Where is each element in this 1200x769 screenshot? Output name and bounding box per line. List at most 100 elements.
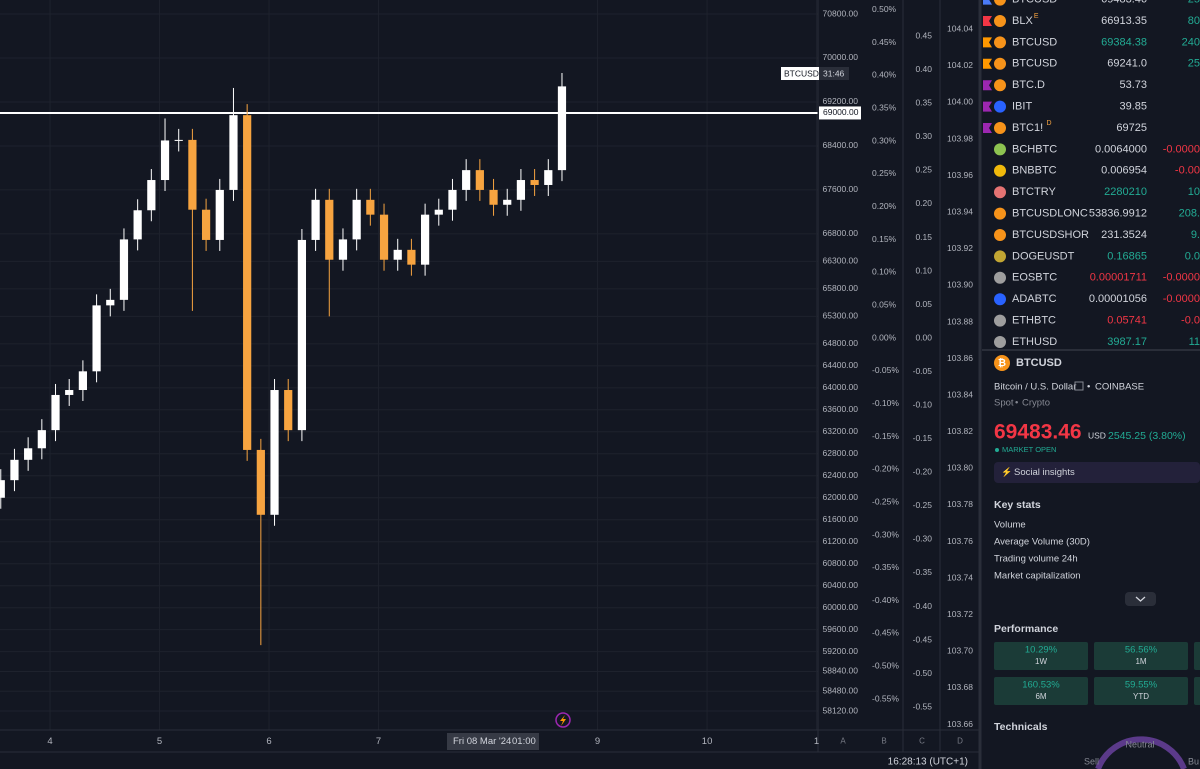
row-icon	[994, 57, 1006, 70]
gauge-label: Neutral	[1125, 739, 1154, 749]
candle-body	[407, 249, 416, 265]
scale-tick-label: 0.35%	[872, 103, 897, 113]
candle-body	[229, 115, 238, 190]
y-tick-label: 63600.00	[823, 404, 859, 414]
scale-tick-label: -0.20	[913, 467, 933, 477]
scale-tick-label: 103.80	[947, 463, 973, 473]
row-last: 69384.38	[1101, 36, 1147, 48]
y-tick-label: 62400.00	[823, 470, 859, 480]
row-symbol: BTCUSDLONC	[1012, 208, 1088, 220]
perf-tile	[1094, 642, 1188, 670]
row-change: 80	[1188, 15, 1200, 27]
row-symbol: BTCUSD	[1012, 0, 1057, 6]
candle-body	[325, 199, 334, 260]
perf-value: 10.29%	[1025, 645, 1058, 656]
row-change: -0.0000	[1163, 293, 1200, 305]
scale-tick-label: -0.35	[913, 567, 933, 577]
row-icon	[994, 186, 1006, 199]
scale-tick-label: 0.05	[915, 299, 932, 309]
candle-body	[160, 140, 170, 181]
row-icon	[994, 36, 1006, 49]
row-flag	[983, 16, 992, 26]
scale-tick-label: -0.15	[913, 433, 933, 443]
scale-tick-label: -0.55%	[872, 693, 899, 703]
row-last: 39.85	[1119, 101, 1147, 113]
row-change: 25	[1188, 58, 1200, 70]
candle-body	[243, 115, 252, 450]
row-symbol: ETHBTC	[1012, 315, 1056, 327]
countdown: 31:46	[823, 68, 845, 78]
row-change: 208.	[1179, 208, 1200, 220]
scale-tick-label: 103.88	[947, 316, 973, 326]
scale-tick-label: -0.10	[913, 400, 933, 410]
candle-body	[434, 209, 443, 215]
row-symbol: ETHUSD	[1012, 336, 1057, 348]
scale-tick-label: 0.50%	[872, 4, 897, 14]
perf-tile	[1094, 677, 1188, 705]
detail-kind: Spot	[994, 398, 1014, 409]
row-symbol: BTCUSD	[1012, 58, 1057, 70]
candle-body	[311, 199, 320, 240]
row-last: 3987.17	[1107, 336, 1147, 348]
scale-tick-label: -0.05%	[872, 365, 899, 375]
row-icon	[994, 0, 1006, 6]
event-icon-ring	[555, 712, 571, 728]
x-tick-label: 7	[376, 736, 381, 747]
candle-body	[284, 390, 293, 431]
row-icon	[994, 143, 1006, 156]
row-badge: E	[1034, 13, 1039, 20]
y-tick-label: 61600.00	[823, 514, 859, 524]
social-button[interactable]	[994, 462, 1200, 483]
symbol-tag: BTCUSD	[784, 68, 819, 78]
scale-tick-label: 103.78	[947, 499, 973, 509]
pane-label: D	[957, 737, 963, 746]
perf-period: 1M	[1135, 657, 1146, 666]
candle-body	[65, 390, 74, 395]
y-tick-label: 62800.00	[823, 448, 859, 458]
row-last: 66913.35	[1101, 15, 1147, 27]
clock[interactable]: 16:28:13 (UTC+1)	[888, 757, 968, 768]
y-tick-label: 62000.00	[823, 492, 859, 502]
row-symbol: BLX	[1012, 15, 1033, 27]
row-icon	[994, 250, 1006, 263]
row-change: -0.00	[1175, 165, 1200, 177]
scale-tick-label: -0.30%	[872, 529, 899, 539]
candle-body	[37, 430, 46, 449]
row-flag	[983, 37, 992, 48]
price-line-label: 69000.00	[823, 107, 859, 117]
scale-tick-label: 0.30%	[872, 135, 897, 145]
row-symbol: EOSBTC	[1012, 272, 1057, 284]
scale-tick-label: 0.15%	[872, 234, 897, 244]
scale-tick-label: 103.98	[947, 133, 973, 143]
candles	[0, 73, 818, 646]
y-tick-label: 66800.00	[823, 228, 859, 238]
y-tick-label: 58840.00	[823, 666, 859, 676]
row-flag	[983, 0, 992, 5]
external-link-icon[interactable]	[1074, 381, 1084, 391]
scale-tick-label: 103.84	[947, 389, 973, 399]
gauge-arc	[1095, 736, 1187, 769]
detail-market: Crypto	[1022, 398, 1050, 409]
y-tick-label: 60400.00	[823, 580, 859, 590]
candle-body	[215, 189, 224, 240]
candle-body	[0, 480, 5, 498]
gauge-label: Bu	[1188, 756, 1199, 766]
detail-exchange[interactable]: COINBASE	[1095, 382, 1144, 393]
y-tick-label: 63200.00	[823, 426, 859, 436]
crosshair-time: 01:00	[512, 736, 536, 747]
key-stat: Trading volume 24h	[994, 554, 1078, 565]
detail-symbol[interactable]: BTCUSD	[1016, 357, 1062, 369]
candle-body	[119, 239, 129, 300]
event-icon[interactable]	[555, 712, 571, 728]
row-change: 9.	[1191, 229, 1200, 241]
scale-tick-label: 0.10	[915, 265, 932, 275]
y-tick-label: 59600.00	[823, 624, 859, 634]
y-tick-label: 58120.00	[823, 705, 859, 715]
symbol-tag-box	[781, 67, 819, 80]
key-stat: Average Volume (30D)	[994, 537, 1090, 548]
symbol-details: ₿ BTCUSD Bitcoin / U.S. Dollar • COINBAS…	[994, 355, 1200, 769]
expand-button[interactable]	[1125, 592, 1156, 606]
candle-body	[544, 170, 553, 185]
row-icon	[994, 336, 1006, 348]
candle-body	[10, 459, 19, 481]
